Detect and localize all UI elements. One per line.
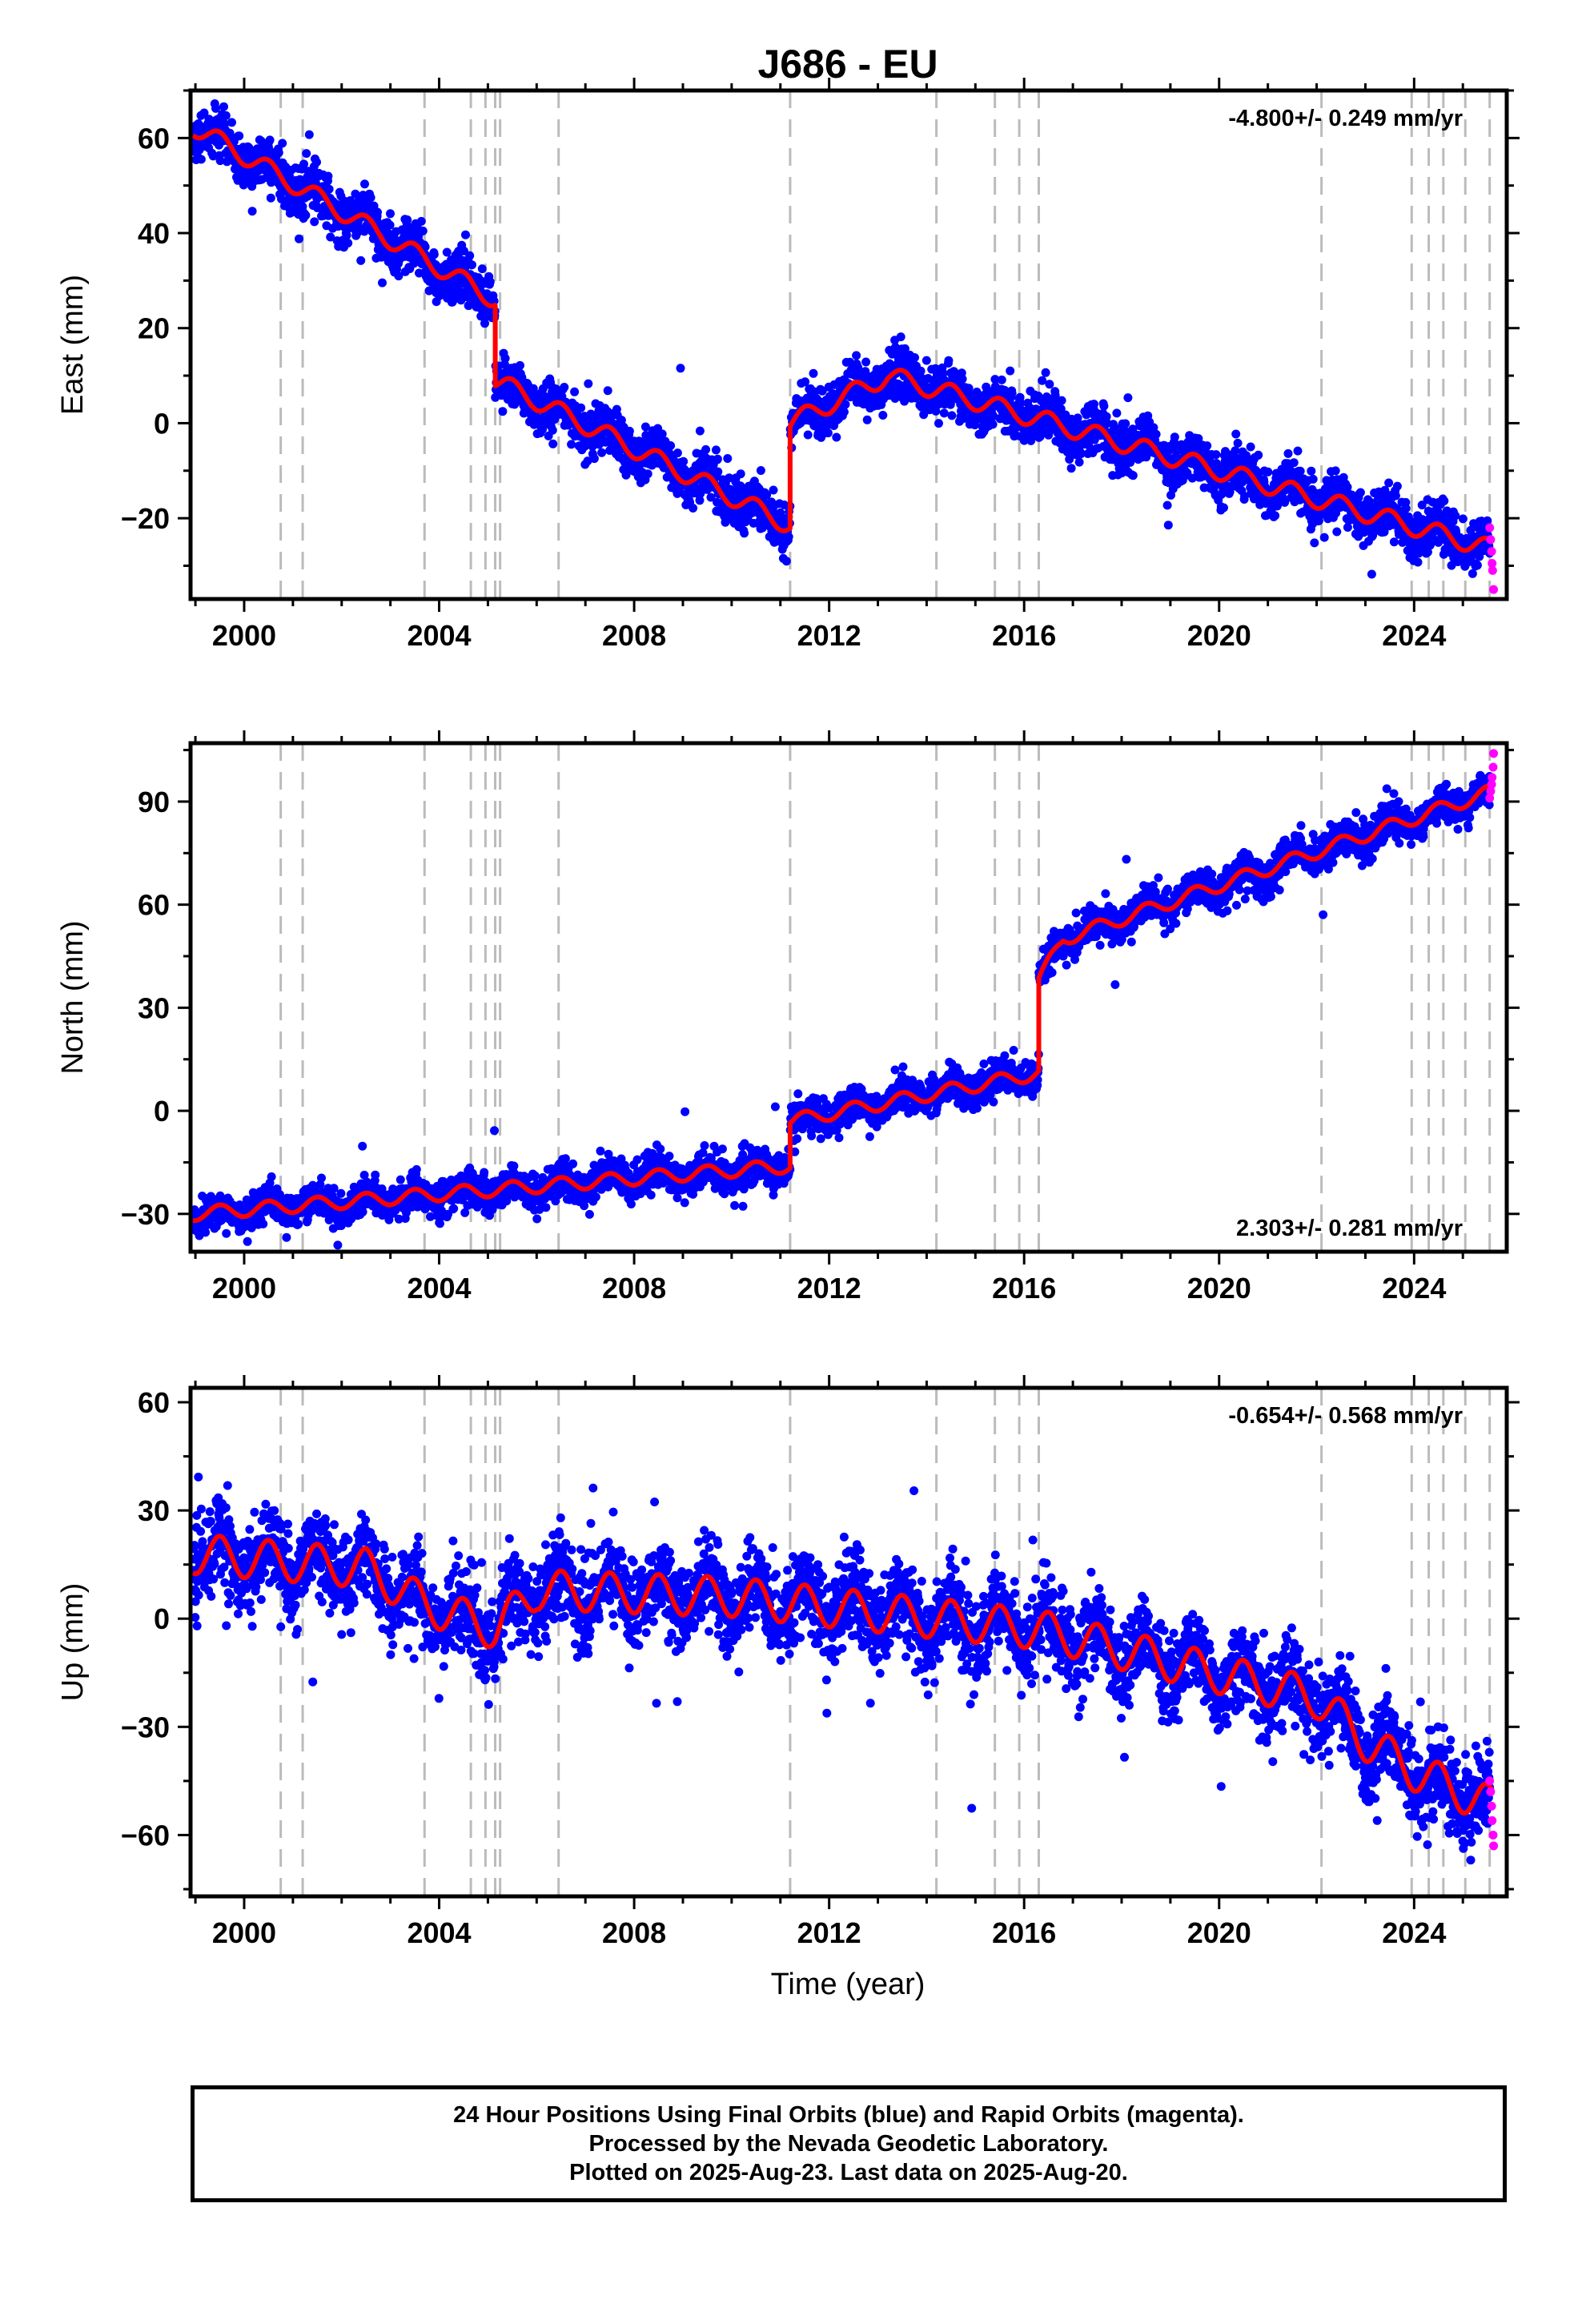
- y-axis-label: North (mm): [56, 920, 90, 1074]
- y-axis-label: East (mm): [56, 275, 90, 415]
- x-tick-label: 2004: [407, 619, 471, 652]
- model-line: [191, 1534, 1495, 1816]
- footer-box: 24 Hour Positions Using Final Orbits (bl…: [191, 2085, 1507, 2202]
- panel-2: 2000 2004 2008 2012 2016 2020 2024 90 60 30 0 −30 No…: [56, 730, 1520, 1305]
- y-tick-label: 0: [154, 1095, 170, 1128]
- rate-label: -0.654+/- 0.568 mm/yr: [1228, 1403, 1463, 1429]
- rapid-point: [1488, 1830, 1498, 1839]
- rapid-point: [1489, 749, 1499, 758]
- rapid-point: [1489, 585, 1499, 594]
- footer-line-1: 24 Hour Positions Using Final Orbits (bl…: [453, 2102, 1244, 2128]
- rapid-orbit-points: [1485, 523, 1499, 594]
- y-axis: 60 30 0 −30 −60: [121, 1386, 1520, 1891]
- rapid-point: [1488, 1815, 1497, 1825]
- x-tick-label: 2016: [992, 1916, 1056, 1949]
- y-tick-label: 60: [138, 889, 170, 922]
- x-tick-label: 2012: [797, 619, 861, 652]
- y-tick-label: 60: [138, 122, 170, 155]
- rapid-point: [1486, 786, 1496, 796]
- rapid-point: [1488, 558, 1497, 568]
- plot-frame: [188, 1385, 1509, 1899]
- final-orbit-scatter: [191, 770, 1495, 1250]
- rapid-point: [1488, 565, 1497, 575]
- final-orbit-scatter: [191, 1472, 1495, 1865]
- y-axis: 60 40 20 0 −20: [121, 89, 1520, 567]
- rate-label: 2.303+/- 0.281 mm/yr: [1236, 1216, 1463, 1241]
- x-tick-label: 2004: [407, 1916, 471, 1949]
- final-orbit-points: [191, 99, 1495, 579]
- y-tick-label: 40: [138, 217, 170, 250]
- rapid-point: [1488, 762, 1498, 772]
- rapid-point: [1487, 779, 1496, 789]
- x-tick-label: 2020: [1187, 619, 1251, 652]
- x-tick-label: 2016: [992, 1272, 1056, 1305]
- y-tick-label: 30: [138, 1494, 170, 1527]
- footer-line-2: Processed by the Nevada Geodetic Laborat…: [588, 2131, 1109, 2157]
- x-tick-label: 2016: [992, 619, 1056, 652]
- x-tick-label: 2024: [1382, 619, 1446, 652]
- plot-frame: [188, 741, 1509, 1254]
- rapid-orbit-points: [1485, 749, 1499, 803]
- y-tick-label: −60: [121, 1819, 170, 1852]
- y-tick-label: 30: [138, 991, 170, 1024]
- rapid-point: [1486, 535, 1496, 545]
- final-orbit-points: [191, 770, 1495, 1250]
- panel-1: 2000 2004 2008 2012 2016 2020 2024 60 40 20 0 −20 Ea…: [56, 78, 1520, 652]
- x-tick-label: 2012: [797, 1272, 861, 1305]
- panel-3: 2000 2004 2008 2012 2016 2020 2024 60 30 0 −30 −60 U…: [56, 1375, 1520, 1949]
- x-tick-label: 2004: [407, 1272, 471, 1305]
- y-tick-label: −30: [121, 1711, 170, 1743]
- rapid-point: [1488, 773, 1497, 782]
- x-tick-label: 2024: [1382, 1272, 1446, 1305]
- x-tick-label: 2000: [212, 619, 276, 652]
- y-tick-label: 60: [138, 1386, 170, 1419]
- x-tick-label: 2024: [1382, 1916, 1446, 1949]
- x-tick-label: 2008: [602, 619, 666, 652]
- x-axis: 2000 2004 2008 2012 2016 2020 2024: [194, 730, 1464, 1305]
- model-line: [191, 782, 1495, 1224]
- x-tick-label: 2000: [212, 1272, 276, 1305]
- x-tick-label: 2000: [212, 1916, 276, 1949]
- y-axis: 90 60 30 0 −30: [121, 749, 1520, 1231]
- rapid-point: [1485, 794, 1495, 803]
- x-tick-label: 2012: [797, 1916, 861, 1949]
- panels: 2000 2004 2008 2012 2016 2020 2024 60 40 20 0 −20 Ea…: [56, 78, 1520, 1949]
- x-tick-label: 2020: [1187, 1272, 1251, 1305]
- rapid-orbit-points: [1485, 1776, 1499, 1851]
- plot-frame: [188, 88, 1509, 601]
- x-axis: 2000 2004 2008 2012 2016 2020 2024: [194, 78, 1464, 652]
- footer-line-3: Plotted on 2025-Aug-23. Last data on 202…: [569, 2160, 1128, 2185]
- final-orbit-scatter: [191, 99, 1495, 579]
- rapid-point: [1486, 1787, 1496, 1796]
- x-tick-label: 2008: [602, 1272, 666, 1305]
- rapid-point: [1489, 1841, 1499, 1851]
- rapid-point: [1485, 1776, 1495, 1786]
- y-tick-label: −20: [121, 502, 170, 535]
- y-axis-label: Up (mm): [56, 1583, 90, 1702]
- x-axis-label: Time (year): [771, 1968, 926, 2001]
- y-tick-label: 20: [138, 312, 170, 345]
- rapid-point: [1487, 1801, 1496, 1811]
- y-tick-label: 90: [138, 786, 170, 818]
- chart-title: J686 - EU: [757, 42, 938, 86]
- x-tick-label: 2008: [602, 1916, 666, 1949]
- model-line: [191, 128, 1495, 553]
- rapid-point: [1487, 547, 1496, 557]
- final-orbit-points: [191, 1472, 1495, 1865]
- x-axis: 2000 2004 2008 2012 2016 2020 2024: [194, 1375, 1464, 1949]
- x-tick-label: 2020: [1187, 1916, 1251, 1949]
- rate-label: -4.800+/- 0.249 mm/yr: [1228, 106, 1463, 131]
- figure: J686 - EU 2000 2004 2008 2012 2016 2020 202460…: [56, 42, 1520, 2001]
- rapid-point: [1485, 523, 1495, 533]
- y-tick-label: 0: [154, 407, 170, 440]
- y-tick-label: 0: [154, 1602, 170, 1635]
- y-tick-label: −30: [121, 1198, 170, 1231]
